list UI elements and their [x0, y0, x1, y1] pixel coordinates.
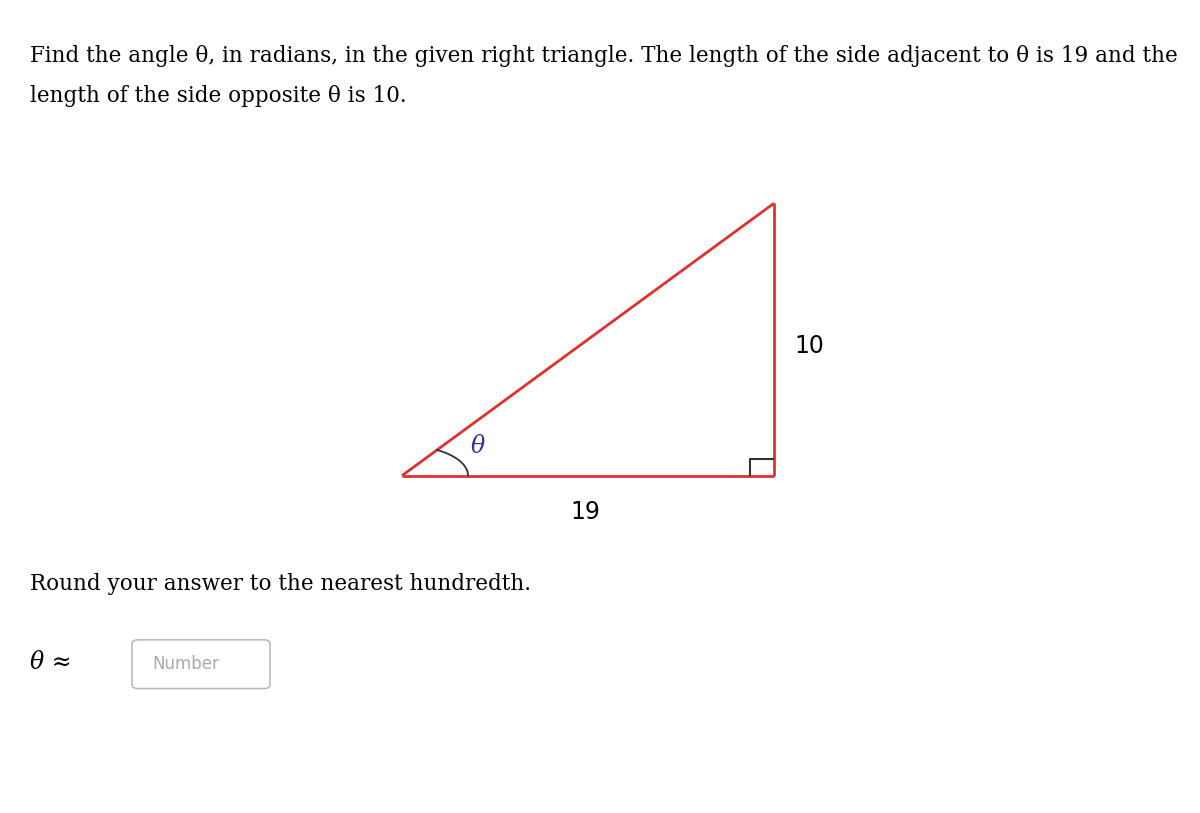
Text: 19: 19 — [571, 500, 600, 524]
Text: 10: 10 — [794, 333, 824, 358]
Text: θ ≈: θ ≈ — [30, 651, 72, 674]
Text: Number: Number — [152, 655, 220, 673]
Text: Round your answer to the nearest hundredth.: Round your answer to the nearest hundred… — [30, 573, 530, 595]
Text: θ: θ — [470, 435, 485, 458]
FancyBboxPatch shape — [132, 640, 270, 689]
Text: length of the side opposite θ is 10.: length of the side opposite θ is 10. — [30, 85, 407, 107]
Text: Find the angle θ, in radians, in the given right triangle. The length of the sid: Find the angle θ, in radians, in the giv… — [30, 45, 1177, 67]
